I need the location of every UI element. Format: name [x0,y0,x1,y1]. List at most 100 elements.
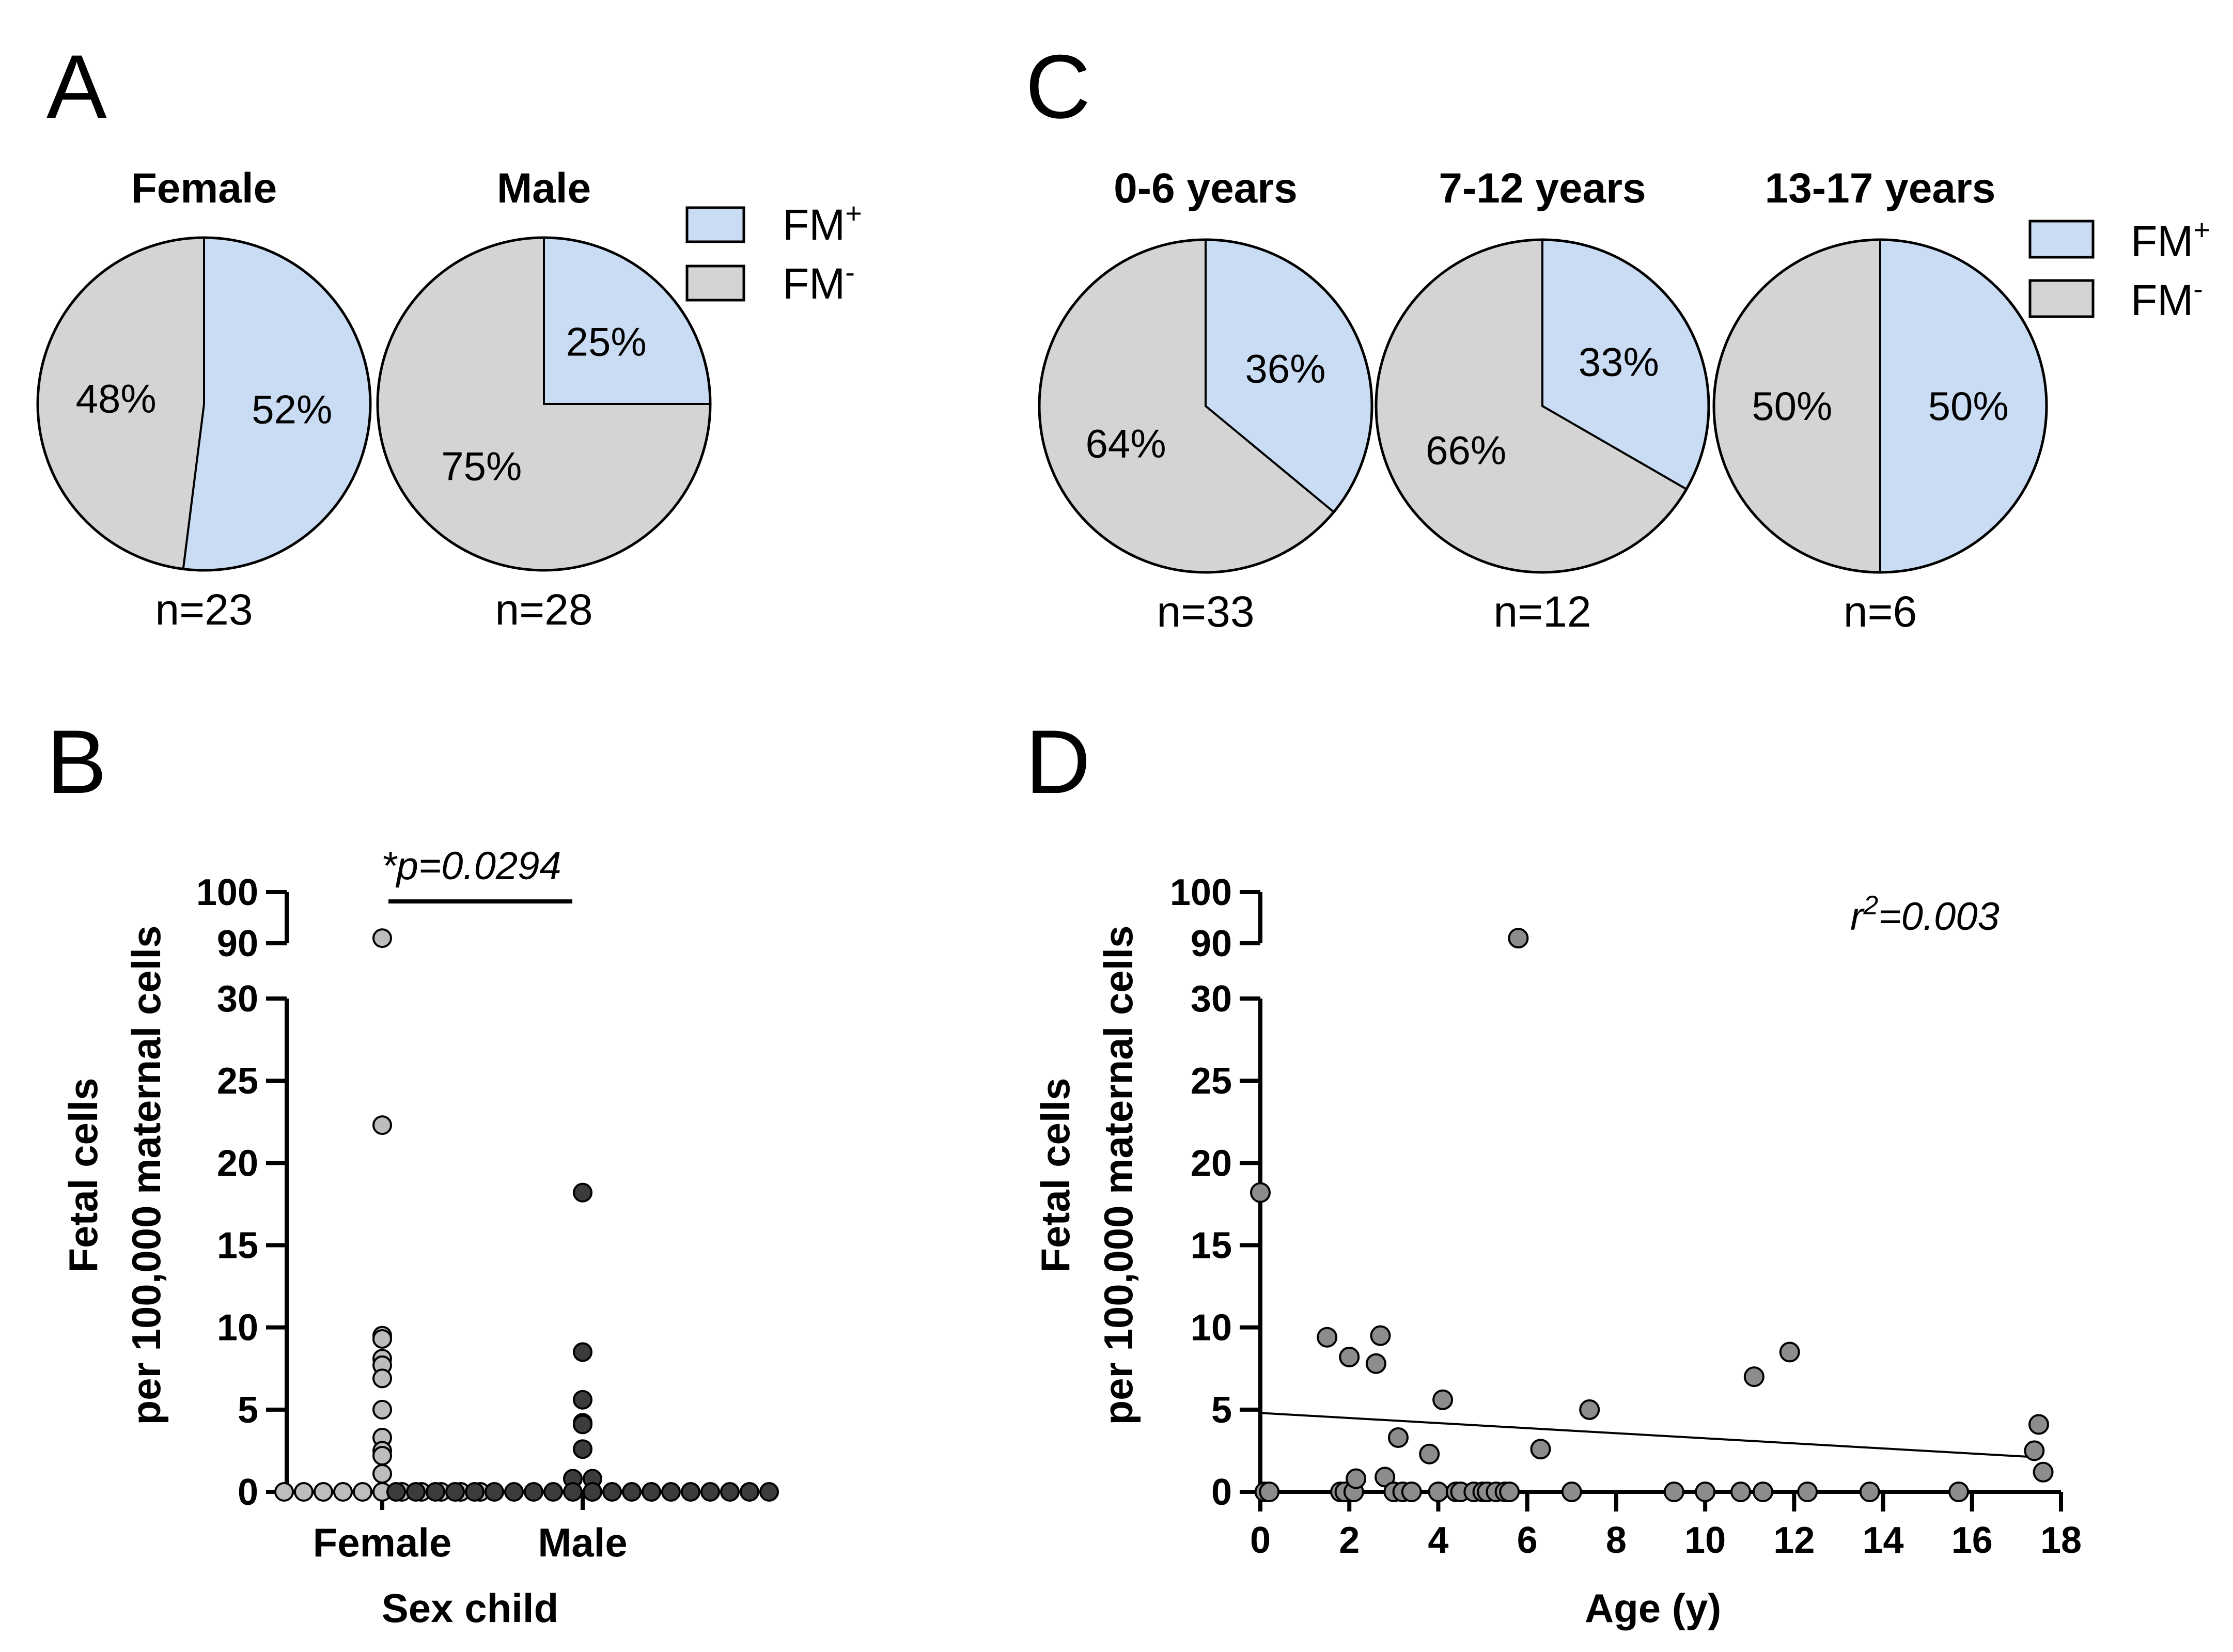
y-tick-label: 90 [1191,923,1232,964]
y-tick-label: 15 [1191,1225,1232,1267]
d-point [1579,1399,1600,1420]
panel-label-b: B [46,712,107,813]
b-point-male [573,1342,592,1362]
pie-title: Female [131,165,277,212]
pie-slice-label: 75% [441,444,522,489]
d-point [1346,1468,1367,1489]
y-tick-label: 30 [217,978,258,1020]
b-point-female [372,1463,392,1484]
pie-n-label: n=23 [155,585,253,634]
d-point [1663,1482,1684,1502]
d-x-axis-label: Age (y) [1585,1585,1721,1631]
legend-c: FM+ FM- [2028,213,2210,324]
pie-n-label: n=33 [1157,587,1254,636]
pie-a-1: 25% 75% Male n=28 [376,165,712,634]
d-point [1743,1366,1764,1388]
pie-slice-label: 50% [1752,383,1832,429]
d-x-tick-label: 4 [1428,1520,1448,1561]
y-tick-label: 5 [238,1390,258,1431]
y-tick-label: 90 [217,923,258,964]
b-point-male [563,1482,583,1502]
d-point [1859,1482,1880,1502]
pie-n-label: n=6 [1844,587,1917,636]
d-point [1317,1327,1338,1348]
b-point-male [681,1482,700,1502]
b-y-axis-label-line1: Fetal cells [60,1078,106,1272]
panel-label-a: A [46,37,107,137]
legend-a-label-neg: FM- [783,256,855,308]
d-x-tick-label: 16 [1951,1520,1993,1561]
pie-outline [1375,238,1710,574]
b-point-male [386,1482,406,1502]
pie-title: 7-12 years [1439,165,1646,212]
d-point [2033,1461,2054,1483]
b-point-male [543,1482,563,1502]
d-point [1401,1482,1422,1502]
d-x-tick-label: 14 [1863,1520,1904,1561]
pie-slice-label: 33% [1579,339,1659,385]
y-tick-label: 100 [1170,872,1232,913]
b-point-female [274,1482,294,1502]
y-tick-label: 20 [1191,1143,1232,1184]
d-point [1695,1482,1716,1502]
panel-label-c: C [1025,37,1090,137]
legend-c-label-neg: FM- [2131,272,2203,324]
d-point [1432,1389,1454,1410]
pie-slice-label: 52% [252,387,332,432]
legend-a-swatch-pos [685,206,745,243]
b-y-axis-label-line2: per 100,000 maternal cells [123,926,169,1425]
pie-c-0: 36% 64% 0-6 years n=33 [1038,165,1373,636]
legend-c-label-pos: FM+ [2131,213,2210,266]
b-point-male [642,1482,661,1502]
b-point-male [485,1482,504,1502]
legend-c-swatch-pos [2028,220,2095,259]
y-tick-label: 10 [1191,1307,1232,1349]
d-point [1797,1482,1818,1502]
b-point-female [372,1368,392,1389]
d-x-tick-label: 2 [1339,1520,1360,1561]
pie-n-label: n=28 [495,585,592,634]
b-point-female [294,1482,314,1502]
b-point-male [740,1482,759,1502]
d-point [1339,1346,1360,1367]
b-point-female [333,1482,353,1502]
pie-slice-label: 36% [1245,346,1325,391]
legend-a-label-pos: FM+ [783,197,862,249]
d-x-tick-label: 8 [1606,1520,1627,1561]
d-point [1753,1482,1774,1502]
y-tick-label: 15 [217,1225,258,1267]
b-point-male [573,1414,592,1435]
b-point-male [622,1482,642,1502]
b-point-female [314,1482,333,1502]
d-point [1779,1342,1800,1363]
y-tick-label: 0 [238,1472,258,1513]
pie-slice-label: 50% [1928,383,2009,429]
b-p-value-annotation: *p=0.0294 [381,844,561,888]
pie-slice-label: 66% [1426,427,1506,473]
d-point [1508,928,1529,949]
y-tick-label: 30 [1191,978,1232,1020]
b-point-male [465,1482,485,1502]
b-point-male [406,1482,426,1502]
pie-a-0: 52% 48% Female n=23 [36,165,372,634]
b-x-tick-label: Female [313,1520,452,1565]
d-x-tick-label: 0 [1250,1520,1271,1561]
b-point-male [504,1482,524,1502]
pie-c-2: 50% 50% 13-17 years n=6 [1712,165,2048,636]
b-point-female [372,1329,392,1349]
panel-b-scatter: *p=0.0294 Sex child Fetal cells per 100,… [60,844,779,1631]
b-x-tick-label: Male [538,1520,627,1565]
panel-label-d: D [1025,712,1090,813]
pie-title: Male [497,165,591,212]
d-point [1428,1482,1449,1502]
d-point [1948,1482,1969,1502]
b-point-female [372,928,392,948]
d-point [1530,1439,1551,1460]
pie-outline [36,236,372,572]
b-point-male [661,1482,681,1502]
pie-slice-label: 25% [566,319,647,364]
pie-outline [1712,238,2048,574]
d-x-tick-label: 12 [1773,1520,1815,1561]
y-tick-label: 5 [1211,1390,1232,1431]
pie-title: 13-17 years [1765,165,1996,212]
